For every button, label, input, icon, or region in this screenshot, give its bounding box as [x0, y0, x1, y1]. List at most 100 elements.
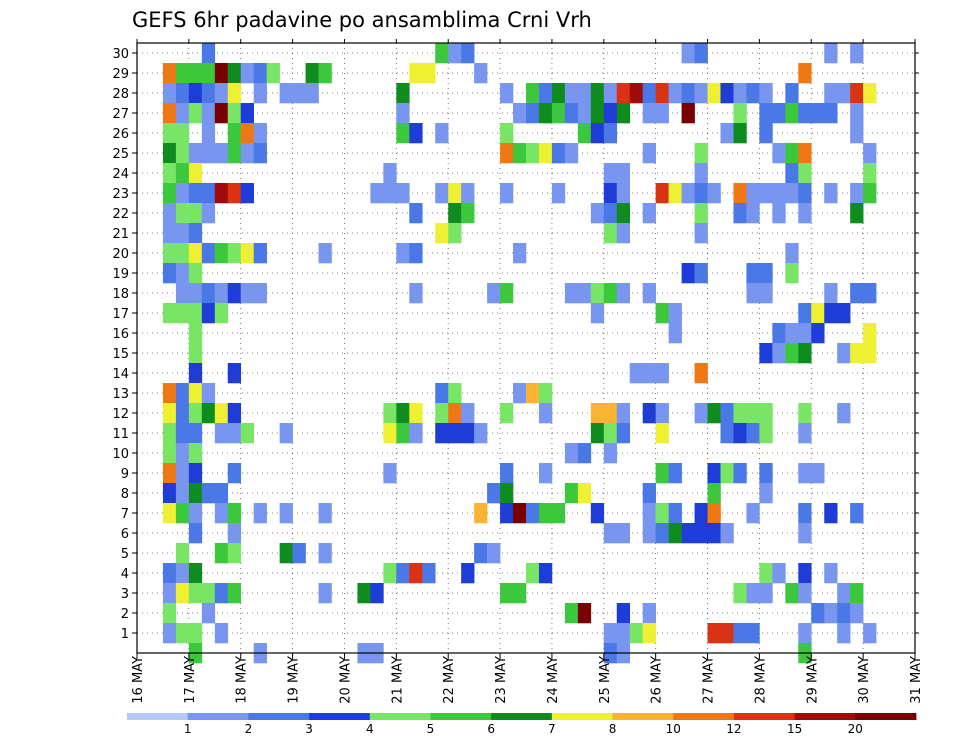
heatmap-cell: [201, 603, 216, 624]
heatmap-cell: [240, 423, 254, 444]
heatmap-cell: [188, 143, 203, 164]
heatmap-cell: [603, 283, 618, 304]
heatmap-cell: [214, 63, 229, 84]
heatmap-cell: [642, 283, 656, 304]
heatmap-cell: [811, 603, 825, 624]
heatmap-cell: [227, 123, 242, 144]
heatmap-cell: [590, 503, 605, 524]
heatmap-cell: [564, 483, 579, 504]
heatmap-cell: [694, 43, 708, 64]
colorbar-swatch: [248, 713, 310, 720]
heatmap-cell: [824, 103, 838, 124]
heatmap-cell: [564, 103, 579, 124]
x-tick-label: 30 MAY: [857, 656, 872, 704]
heatmap-cell: [551, 83, 566, 104]
x-tick-label: 22 MAY: [442, 656, 457, 704]
heatmap-cell: [175, 303, 190, 324]
heatmap-cell: [305, 63, 319, 84]
heatmap-cell: [590, 103, 605, 124]
heatmap-cell: [461, 403, 475, 424]
heatmap-cell: [162, 483, 177, 504]
chart-title: GEFS 6hr padavine po ansamblima Crni Vrh: [132, 8, 592, 32]
heatmap-cell: [551, 183, 566, 204]
heatmap-cell: [513, 503, 527, 524]
colorbar-swatch: [369, 713, 431, 720]
heatmap-cell: [188, 583, 203, 604]
heatmap-cell: [603, 223, 618, 244]
heatmap-cell: [655, 503, 669, 524]
heatmap-cell: [642, 403, 656, 424]
heatmap-cell: [500, 83, 514, 104]
heatmap-cell: [409, 403, 423, 424]
y-tick-label: 20: [112, 247, 129, 262]
heatmap-cell: [681, 43, 695, 64]
colorbar-label: 1: [184, 722, 192, 736]
heatmap-cell: [188, 523, 203, 544]
heatmap-cell: [214, 83, 229, 104]
y-tick-label: 25: [112, 147, 129, 162]
heatmap-cell: [603, 123, 618, 144]
heatmap-cell: [707, 463, 721, 484]
heatmap-cell: [461, 183, 475, 204]
heatmap-cell: [461, 423, 475, 444]
heatmap-cell: [383, 163, 397, 184]
heatmap-cell: [201, 303, 216, 324]
heatmap-cell: [396, 243, 410, 264]
heatmap-cell: [798, 583, 812, 604]
heatmap-cell: [538, 103, 553, 124]
heatmap-cell: [435, 403, 449, 424]
heatmap-cell: [175, 123, 190, 144]
heatmap-cell: [162, 383, 177, 404]
heatmap-cell: [772, 183, 786, 204]
y-tick-label: 8: [121, 487, 129, 502]
y-tick-label: 15: [112, 347, 129, 362]
heatmap-cell: [655, 303, 669, 324]
heatmap-cell: [603, 523, 618, 544]
heatmap-cell: [513, 583, 527, 604]
heatmap-cell: [746, 423, 760, 444]
heatmap-cell: [214, 183, 229, 204]
heatmap-cell: [824, 43, 838, 64]
heatmap-cell: [785, 243, 799, 264]
heatmap-cell: [655, 83, 669, 104]
heatmap-cell: [214, 503, 229, 524]
heatmap-cell: [603, 183, 618, 204]
heatmap-cell: [409, 423, 423, 444]
heatmap-cell: [746, 623, 760, 644]
heatmap-cell: [707, 623, 721, 644]
heatmap-cell: [629, 83, 643, 104]
x-tick-label: 18 MAY: [235, 656, 250, 704]
heatmap-cell: [798, 403, 812, 424]
heatmap-cell: [772, 343, 786, 364]
heatmap-cell: [240, 143, 254, 164]
heatmap-cell: [188, 623, 203, 644]
heatmap-cell: [694, 203, 708, 224]
heatmap-cell: [863, 283, 877, 304]
heatmap-cell: [175, 203, 190, 224]
heatmap-cell: [175, 483, 190, 504]
heatmap-cell: [785, 263, 799, 284]
heatmap-cell: [188, 263, 203, 284]
heatmap-cell: [798, 143, 812, 164]
heatmap-cell: [850, 123, 864, 144]
x-tick-label: 27 MAY: [702, 656, 717, 704]
heatmap-cell: [681, 523, 695, 544]
heatmap-cell: [214, 623, 229, 644]
y-tick-label: 5: [121, 547, 129, 562]
heatmap-cell: [448, 423, 462, 444]
heatmap-cell: [201, 203, 216, 224]
heatmap-cell: [655, 103, 669, 124]
heatmap-cell: [214, 103, 229, 124]
heatmap-cell: [500, 283, 514, 304]
heatmap-cell: [201, 143, 216, 164]
heatmap-cell: [733, 583, 747, 604]
heatmap-cell: [513, 383, 527, 404]
heatmap-cell: [253, 143, 267, 164]
y-tick-label: 30: [112, 47, 129, 62]
heatmap-cell: [175, 163, 190, 184]
heatmap-cell: [188, 203, 203, 224]
heatmap-cell: [616, 163, 631, 184]
heatmap-cell: [227, 423, 242, 444]
heatmap-cell: [383, 403, 397, 424]
